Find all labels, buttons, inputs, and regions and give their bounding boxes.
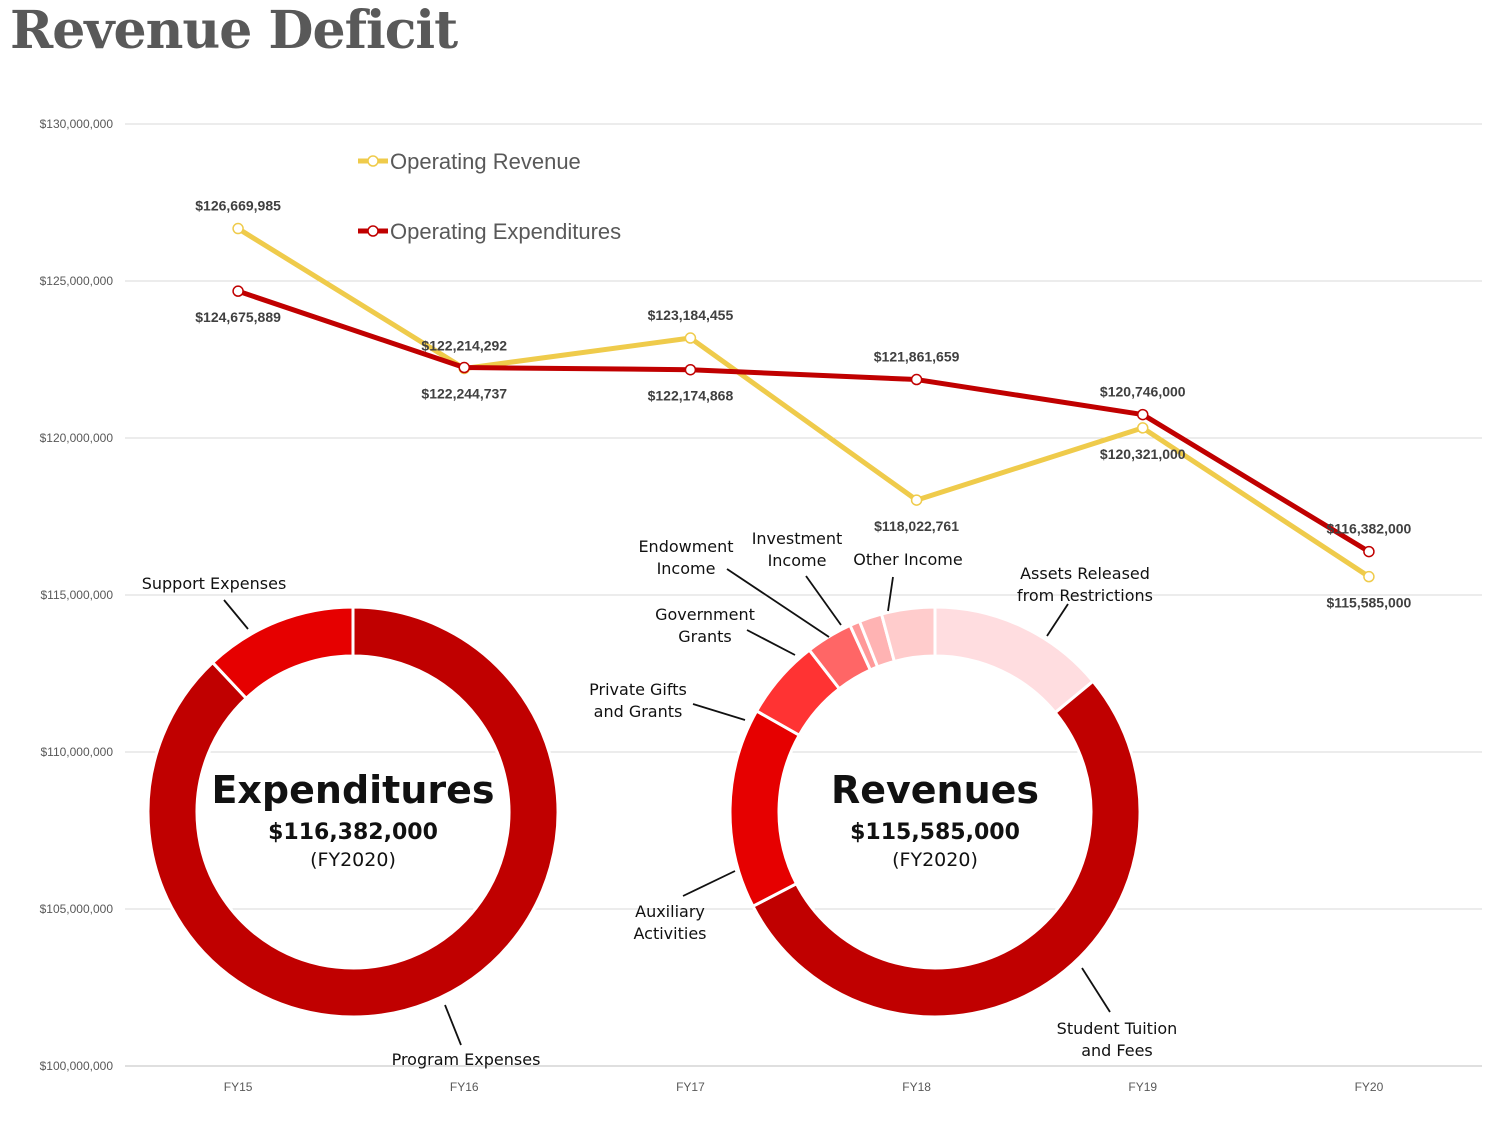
data-point [232, 285, 244, 297]
data-point [1363, 545, 1375, 558]
data-label: $126,669,985 [195, 198, 281, 214]
y-tick-label: $100,000,000 [40, 1059, 114, 1073]
data-label: $123,184,455 [648, 307, 734, 323]
donut-center-period: (FY2020) [310, 849, 396, 871]
donut-center-title: Revenues [831, 768, 1039, 812]
legend-label: Operating Revenue [390, 149, 581, 174]
expenditures-donut: Program Expenses Support Expenses Expendit… [142, 574, 560, 1069]
data-label: $115,585,000 [1326, 595, 1411, 611]
donut-center-amount: $116,382,000 [268, 820, 438, 845]
legend-marker [367, 225, 379, 237]
donut-slice [728, 708, 802, 909]
slice-label: Endowment Income [638, 537, 733, 578]
donut-center-period: (FY2020) [892, 849, 978, 871]
slice-label: Program Expenses [392, 1050, 541, 1069]
donut-center-title: Expenditures [211, 768, 494, 812]
data-label: $118,022,761 [874, 518, 959, 534]
data-label: $122,174,868 [648, 388, 734, 404]
data-label: $120,321,000 [1100, 446, 1186, 462]
data-label: $120,746,000 [1100, 384, 1186, 400]
slice-label: Support Expenses [142, 574, 287, 593]
y-tick-label: $130,000,000 [40, 117, 114, 131]
series-operating-revenue: $126,669,985 $122,214,292 $123,184,455 $118… [195, 198, 1411, 611]
series-operating-expenditures: $124,675,889 $122,244,737 $122,174,868 $121… [195, 285, 1412, 558]
slice-label: Auxiliary Activities [634, 902, 707, 943]
slice-label: Other Income [853, 550, 962, 569]
leader-line [726, 568, 830, 638]
leader-line [1081, 967, 1111, 1013]
series-line [237, 288, 1371, 554]
data-point [684, 363, 697, 376]
page-title: Revenue Deficit [10, 0, 458, 61]
x-tick-label: FY17 [676, 1080, 705, 1094]
series-line [236, 226, 1371, 579]
data-point [232, 222, 244, 235]
slice-label: Assets Released from Restrictions [1017, 564, 1153, 605]
x-tick-label: FY16 [450, 1080, 479, 1094]
x-tick-label: FY20 [1355, 1080, 1384, 1094]
slice-label: Investment Income [752, 529, 843, 570]
donut-slice [879, 605, 937, 664]
leader-line [805, 575, 842, 626]
slice-label: Private Gifts and Grants [589, 680, 687, 721]
data-label: $122,244,737 [421, 386, 507, 402]
leader-line [746, 629, 796, 656]
data-point [1363, 570, 1375, 583]
donut-slice [933, 605, 1096, 715]
donut-slice [146, 605, 560, 1019]
donut-slice [750, 679, 1142, 1019]
slice-label: Government Grants [655, 605, 755, 646]
legend-marker [367, 155, 379, 167]
leader-line [223, 599, 249, 630]
leader-line [1046, 603, 1069, 637]
leader-line [692, 703, 746, 721]
donut-slice [210, 605, 355, 701]
data-point [1137, 408, 1149, 421]
y-tick-label: $120,000,000 [40, 431, 114, 445]
x-tick-label: FY15 [224, 1080, 253, 1094]
y-tick-label: $110,000,000 [40, 745, 113, 759]
donut-center-amount: $115,585,000 [850, 820, 1020, 845]
data-label: $121,861,659 [874, 349, 960, 365]
data-point [910, 494, 923, 506]
leader-line [887, 576, 894, 612]
data-point [684, 332, 697, 344]
y-tick-label: $115,000,000 [40, 588, 113, 602]
x-tick-label: FY19 [1128, 1080, 1157, 1094]
data-label: $122,214,292 [421, 337, 507, 353]
data-point [910, 373, 923, 386]
leader-line [682, 870, 736, 897]
slice-label: Student Tuition and Fees [1057, 1019, 1178, 1060]
x-tick-label: FY18 [902, 1080, 931, 1094]
data-label: $124,675,889 [195, 309, 281, 325]
y-tick-label: $105,000,000 [40, 902, 114, 916]
data-point [458, 361, 470, 374]
legend-label: Operating Expenditures [390, 219, 621, 244]
revenues-donut: Assets Released from Restrictions Student … [589, 529, 1177, 1060]
leader-line [444, 1004, 462, 1046]
data-point [1137, 422, 1149, 434]
y-tick-label: $125,000,000 [40, 274, 114, 288]
legend: Operating Revenue Operating Expenditures [358, 149, 621, 244]
data-label: $116,382,000 [1326, 521, 1411, 537]
